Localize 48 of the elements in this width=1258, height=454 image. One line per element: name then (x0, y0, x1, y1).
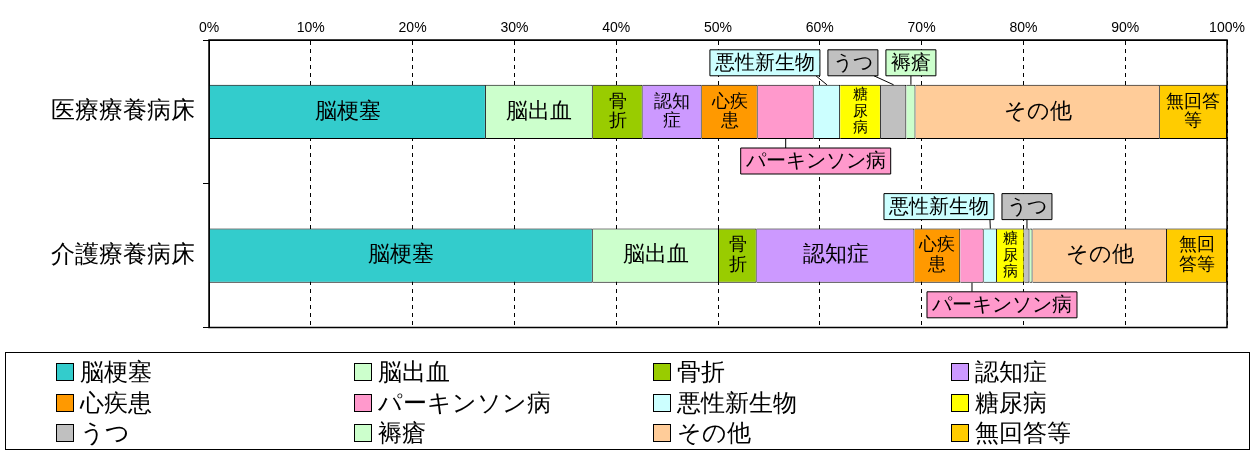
data-label: パーキンソン病 (744, 148, 886, 173)
legend-label: 褥瘡 (378, 418, 427, 449)
data-label: 糖尿病 (853, 85, 869, 137)
legend-label: その他 (676, 418, 751, 449)
y-tick-label: 医療療養病床 (51, 96, 195, 125)
x-tick-label: 30% (500, 19, 529, 36)
x-tick-label: 0% (198, 19, 220, 36)
data-label: 脳出血 (622, 241, 689, 267)
legend-label: パーキンソン病 (378, 387, 552, 418)
legend-label: 脳出血 (378, 357, 451, 387)
legend-label: うつ (80, 418, 130, 449)
data-label: 無回答等 (1178, 233, 1215, 275)
data-label: うつ (832, 50, 873, 74)
data-label: 認知症 (654, 89, 691, 131)
x-tick-label: 90% (1111, 19, 1140, 36)
legend-label: 糖尿病 (974, 387, 1047, 418)
x-tick-label: 80% (1009, 19, 1038, 36)
data-label: その他 (1065, 241, 1134, 267)
data-label: 無回答等 (1166, 89, 1221, 131)
data-label: パーキンソン病 (930, 292, 1072, 317)
data-label: 褥瘡 (890, 50, 931, 74)
data-label: 骨折 (728, 233, 747, 275)
x-tick-label: 60% (805, 19, 834, 36)
y-tick-label: 介護療養病床 (51, 239, 195, 268)
x-tick-label: 10% (296, 19, 325, 36)
data-label: 悪性新生物 (887, 193, 989, 218)
data-label: 骨折 (608, 89, 627, 131)
x-tick-label: 100% (1209, 19, 1245, 36)
data-label: 認知症 (802, 241, 869, 267)
legend-label: 認知症 (974, 357, 1047, 387)
data-label: 脳梗塞 (314, 97, 381, 123)
x-tick-label: 70% (907, 19, 936, 36)
legend-label: 悪性新生物 (676, 387, 797, 418)
data-label: 心疾患 (710, 89, 748, 131)
legend-label: 脳梗塞 (80, 357, 152, 387)
x-tick-label: 50% (703, 19, 733, 36)
legend-label: 無回答等 (974, 418, 1071, 449)
data-label: その他 (1003, 97, 1072, 123)
data-label: うつ (1006, 193, 1047, 218)
legend-label: 骨折 (676, 357, 725, 387)
legend-label: 心疾患 (80, 387, 152, 418)
data-label: 悪性新生物 (713, 50, 815, 74)
data-label: 心疾患 (918, 233, 956, 275)
x-tick-label: 40% (602, 19, 631, 36)
data-label: 糖尿病 (1003, 229, 1019, 281)
data-label: 脳梗塞 (368, 241, 435, 267)
data-label: 脳出血 (506, 97, 573, 123)
x-tick-label: 20% (398, 19, 427, 36)
